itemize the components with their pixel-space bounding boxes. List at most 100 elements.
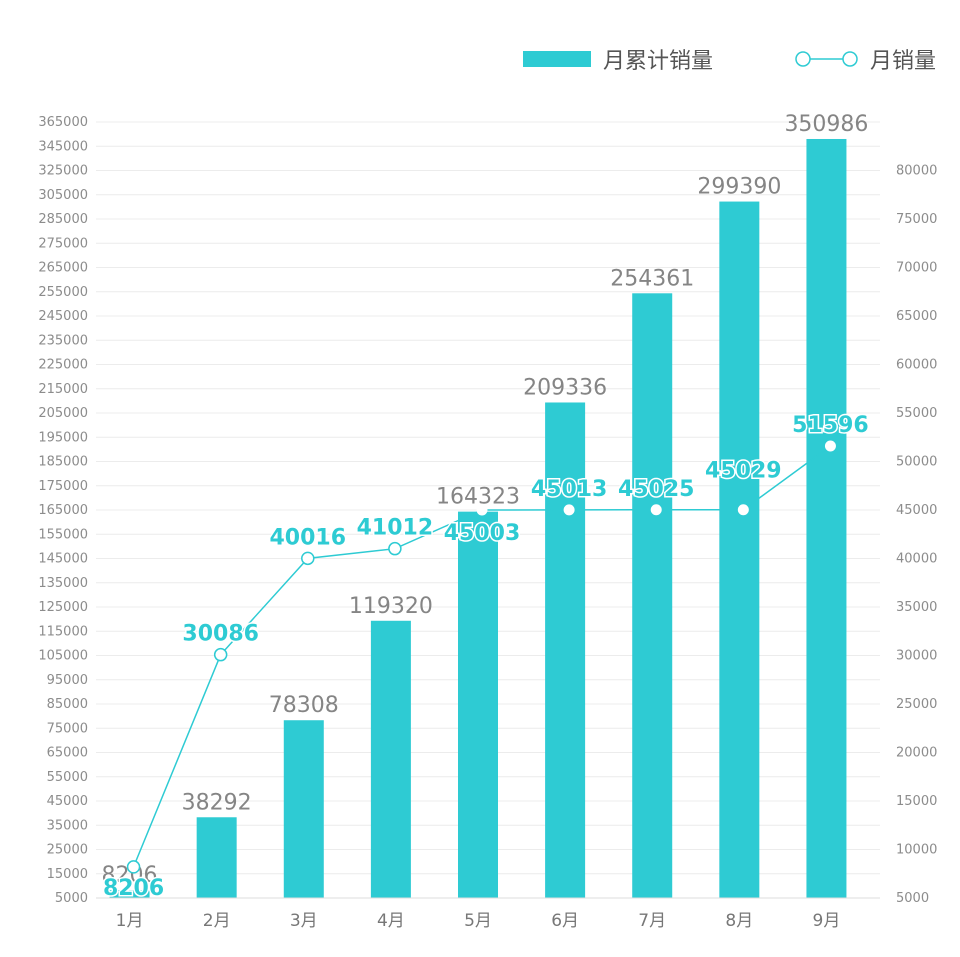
- bar: [458, 511, 498, 898]
- line-layer: 8206 30086 40016 41012 45003 45013 45025 45029 5…: [101, 412, 870, 903]
- left-tick-label: 45000: [47, 794, 88, 809]
- right-tick-label: 30000: [896, 649, 937, 664]
- legend: 月累计销量 月销量: [523, 49, 936, 74]
- bar: [545, 402, 586, 898]
- right-tick-label: 15000: [896, 794, 937, 809]
- bar: [196, 817, 237, 898]
- right-tick-label: 45000: [896, 503, 937, 518]
- left-tick-label: 155000: [38, 527, 88, 542]
- left-tick-label: 175000: [38, 479, 88, 494]
- x-tick-label: 3月: [290, 911, 318, 931]
- left-tick-label: 325000: [38, 164, 88, 179]
- x-tick-label: 7月: [638, 911, 666, 931]
- x-tick-label: 4月: [377, 911, 405, 931]
- bars-layer: 8206 38292 78308 119320 164323 209336 254361 29…: [102, 112, 868, 899]
- left-tick-label: 95000: [47, 673, 88, 688]
- left-tick-label: 185000: [38, 455, 88, 470]
- x-tick-label: 5月: [464, 911, 492, 931]
- left-tick-label: 235000: [38, 333, 88, 348]
- x-tick-label: 6月: [551, 911, 579, 931]
- left-tick-label: 165000: [38, 503, 88, 518]
- right-tick-label: 75000: [896, 212, 937, 227]
- legend-bar-label: 月累计销量: [603, 49, 713, 74]
- right-tick-label: 20000: [896, 746, 937, 761]
- left-tick-label: 305000: [38, 188, 88, 203]
- left-tick-label: 245000: [38, 309, 88, 324]
- bar-value-label: 164323: [436, 485, 520, 510]
- right-tick-label: 55000: [896, 406, 937, 421]
- right-tick-label: 10000: [896, 843, 937, 858]
- left-y-axis: 5000 15000 25000 35000 45000 55000 65000 75000 8…: [38, 115, 88, 906]
- bar-value-label: 209336: [523, 375, 607, 400]
- left-tick-label: 225000: [38, 358, 88, 373]
- left-tick-label: 35000: [47, 818, 88, 833]
- legend-line-label: 月销量: [870, 49, 936, 74]
- line-value-label: 45013: [531, 477, 608, 502]
- bar-value-label: 299390: [697, 175, 781, 200]
- line-point-core: [564, 504, 575, 515]
- line-point: [388, 541, 402, 556]
- line-point-core: [825, 441, 836, 452]
- bar-value-label: 38292: [182, 790, 252, 815]
- legend-line-marker: [842, 51, 858, 67]
- left-tick-label: 275000: [38, 236, 88, 251]
- x-tick-label: 8月: [725, 911, 753, 931]
- line-value-label: 45025: [618, 477, 695, 502]
- x-axis: 1月 2月 3月 4月 5月 6月 7月 8月 9月: [96, 897, 880, 931]
- left-tick-label: 135000: [38, 576, 88, 591]
- left-tick-label: 255000: [38, 285, 88, 300]
- x-tick-label: 2月: [203, 911, 231, 931]
- left-tick-label: 215000: [38, 382, 88, 397]
- left-tick-label: 15000: [47, 867, 88, 882]
- left-tick-label: 285000: [38, 212, 88, 227]
- left-tick-label: 115000: [38, 624, 88, 639]
- left-tick-label: 25000: [47, 843, 88, 858]
- left-tick-label: 75000: [47, 721, 88, 736]
- left-tick-label: 145000: [38, 552, 88, 567]
- left-tick-label: 5000: [55, 891, 88, 906]
- right-tick-label: 50000: [896, 455, 937, 470]
- left-tick-label: 105000: [38, 649, 88, 664]
- right-tick-label: 80000: [896, 164, 937, 179]
- line-value-label: 45029: [705, 459, 782, 484]
- bar-value-label: 78308: [269, 693, 339, 718]
- left-tick-label: 55000: [47, 770, 88, 785]
- left-tick-label: 125000: [38, 600, 88, 615]
- legend-bar-swatch: [523, 51, 591, 67]
- x-tick-label: 1月: [116, 911, 144, 931]
- bar: [283, 720, 324, 898]
- bar: [370, 620, 411, 898]
- bar-value-label: 254361: [610, 266, 694, 291]
- left-tick-label: 85000: [47, 697, 88, 712]
- right-tick-label: 70000: [896, 261, 937, 276]
- line-value-label: 30086: [182, 622, 259, 647]
- right-tick-label: 25000: [896, 697, 937, 712]
- line-point-core: [477, 504, 487, 515]
- left-tick-label: 205000: [38, 406, 88, 421]
- left-tick-label: 265000: [38, 261, 88, 276]
- right-tick-label: 65000: [896, 309, 937, 324]
- line-point-core: [738, 504, 749, 515]
- bar: [806, 138, 847, 899]
- left-tick-label: 365000: [38, 115, 88, 130]
- line-point-core: [651, 504, 662, 515]
- right-tick-label: 40000: [896, 552, 937, 567]
- legend-line-marker: [795, 51, 811, 67]
- right-tick-label: 5000: [896, 891, 929, 906]
- line-value-label: 41012: [357, 516, 434, 541]
- bar: [109, 890, 150, 898]
- right-tick-label: 60000: [896, 358, 937, 373]
- bar-value-label: 119320: [349, 594, 433, 619]
- line-point: [213, 647, 228, 662]
- bar-value-label: 350986: [784, 112, 868, 137]
- line-point: [301, 551, 315, 566]
- right-y-axis: 5000 10000 15000 20000 25000 30000 35000 40000 4…: [896, 164, 937, 907]
- left-tick-label: 195000: [38, 430, 88, 445]
- left-tick-label: 65000: [47, 746, 88, 761]
- line-point: [126, 860, 141, 874]
- bar: [719, 201, 760, 898]
- line-value-label: 51596: [792, 413, 869, 438]
- left-tick-label: 345000: [38, 139, 88, 154]
